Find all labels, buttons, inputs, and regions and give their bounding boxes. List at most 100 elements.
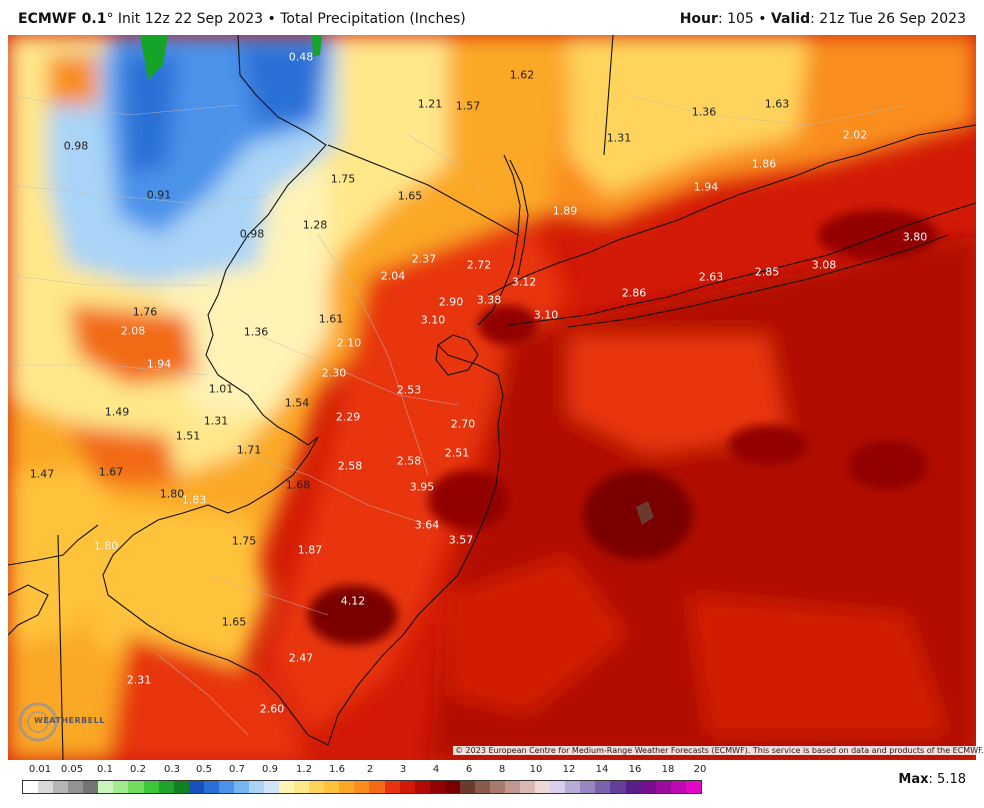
scale-swatch [580,781,596,793]
scale-swatch [339,781,355,793]
yellow-north-east [568,35,808,195]
max-value: Max: 5.18 [898,772,966,787]
scale-swatch [83,781,99,793]
precip-value-label: 1.36 [243,325,269,339]
precip-value-label: 1.89 [552,204,578,218]
precip-value-label: 1.71 [236,443,262,457]
scale-swatch [640,781,656,793]
coastline-ny-nj [102,35,504,746]
scale-tick-label: 0.3 [164,764,180,775]
scale-tick-label: 0.01 [28,764,52,775]
precip-value-label: 1.28 [302,218,328,232]
precip-value-label: 0.48 [288,50,314,64]
scale-swatch [23,781,39,793]
scale-tick-label: 4 [432,764,440,775]
ny-ct-border [603,35,614,156]
logo-text: WEATHERBELL [34,716,105,725]
precip-value-label: 4.12 [340,594,366,608]
precip-value-label: 2.58 [396,454,422,468]
precip-value-label: 2.51 [444,446,470,460]
scale-swatch [324,781,340,793]
precip-value-label: 2.29 [335,410,361,424]
precip-value-label: 2.37 [411,252,437,266]
scale-swatch [474,781,490,793]
county-line-11 [157,654,249,736]
scale-swatch [685,781,701,793]
scale-swatch [188,781,204,793]
precipitation-map: 0.48 1.62 1.21 1.57 1.36 1.63 1.31 2.02 1.86 1.94… [8,35,976,760]
valid-time: Hour: 105 • Valid: 21z Tue 26 Sep 2023 [679,11,966,27]
scale-tick-label: 10 [529,764,543,775]
precip-value-label: 1.75 [231,534,257,548]
precip-value-label: 2.60 [259,702,285,716]
scale-tick-label: 1.2 [296,764,312,775]
green-spot-2 [312,35,322,57]
scale-tick-label: 16 [628,764,642,775]
scale-swatch [98,781,114,793]
copyright-notice: © 2023 European Centre for Medium-Range … [453,746,984,755]
scale-swatch [279,781,295,793]
precip-value-label: 0.98 [63,139,89,153]
scale-swatch [68,781,84,793]
precip-value-label: 1.67 [98,465,124,479]
precip-value-label: 3.08 [811,258,837,272]
precip-value-label: 2.10 [336,336,362,350]
precip-value-label: 1.47 [29,467,55,481]
precip-value-label: 1.21 [417,97,443,111]
county-line-8 [207,574,329,616]
scale-swatch [294,781,310,793]
scale-swatch [384,781,400,793]
scale-bar [22,780,702,794]
scale-swatch [354,781,370,793]
precip-value-label: 2.58 [337,459,363,473]
precip-value-label: 1.65 [397,189,423,203]
precip-value-label: 1.51 [175,429,201,443]
county-line-10 [407,134,489,196]
header: ECMWF 0.1° Init 12z 22 Sep 2023 • Total … [0,0,984,34]
precip-value-label: 1.80 [93,539,119,553]
precip-value-label: 2.08 [120,324,146,338]
scale-tick-label: 14 [595,764,609,775]
county-line-4 [8,364,209,376]
precip-value-label: 1.62 [509,68,535,82]
precip-value-label: 1.65 [221,615,247,629]
scale-tick-label: 0.05 [60,764,84,775]
scale-swatch [143,781,159,793]
scale-tick-label: 18 [661,764,675,775]
scale-tick-label: 3 [399,764,407,775]
precip-value-label: 2.90 [438,295,464,309]
red-west-2 [68,425,178,485]
scale-swatch [670,781,686,793]
maroon-spot-3 [428,470,508,530]
precip-value-label: 2.85 [754,265,780,279]
precip-value-label: 1.80 [159,487,185,501]
scale-tick-label: 0.1 [97,764,113,775]
precip-value-label: 1.61 [318,312,344,326]
dark-blue-region [238,45,328,125]
scale-tick-label: 8 [498,764,506,775]
long-island-north [487,124,976,296]
county-line-1 [8,94,239,116]
county-line-5 [317,234,429,476]
scale-swatch [233,781,249,793]
precip-value-label: 1.54 [284,396,310,410]
map-title: ECMWF 0.1° Init 12z 22 Sep 2023 • Total … [18,11,466,27]
precip-value-label: 3.12 [511,275,537,289]
scale-swatch [173,781,189,793]
precip-value-label: 3.57 [448,533,474,547]
bay-outline [8,524,99,566]
scale-swatch [489,781,505,793]
scale-tick-label: 0.9 [262,764,278,775]
precip-value-label: 1.94 [693,180,719,194]
scale-swatch [625,781,641,793]
county-line-3 [8,274,208,286]
dark-blue-region-2 [123,55,178,175]
county-line-6 [257,334,459,406]
red-sea-mid [568,335,788,455]
precip-value-label: 0.91 [146,188,172,202]
scale-swatch [264,781,280,793]
precip-value-label: 2.31 [126,673,152,687]
precip-value-label: 2.72 [466,258,492,272]
maroon-spot-5 [728,425,808,465]
red-east-south [688,595,948,735]
